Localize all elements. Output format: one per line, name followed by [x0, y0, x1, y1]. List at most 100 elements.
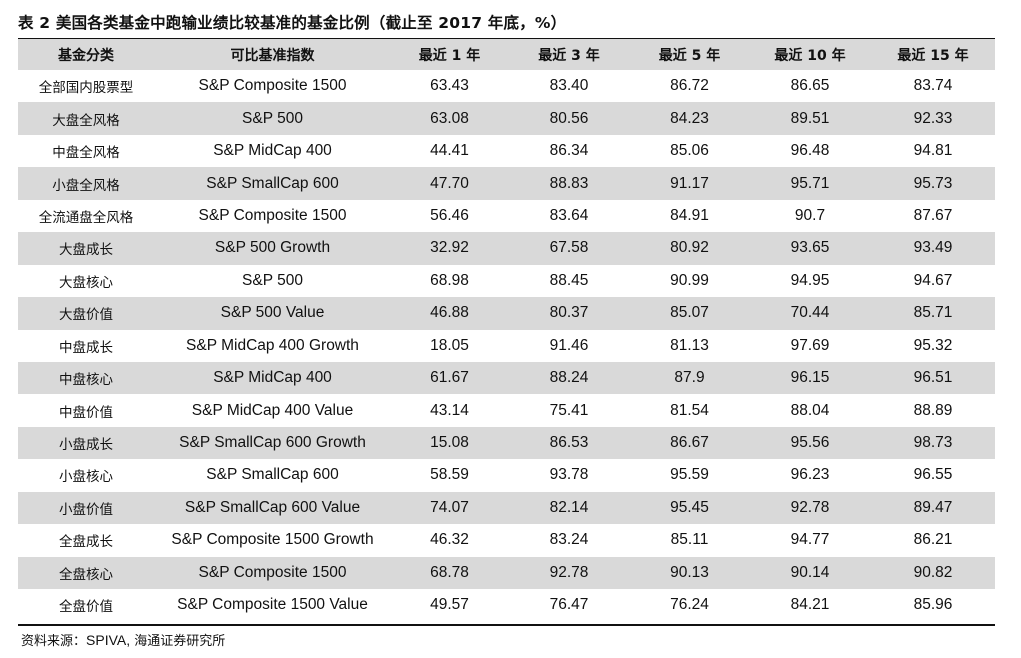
cell-value-15-year: 98.73 — [913, 434, 953, 452]
cell-value-1-year: 49.57 — [430, 596, 469, 614]
cell-value-3-year: 80.37 — [549, 304, 589, 322]
cell-benchmark-index: S&P 500 Growth — [214, 239, 331, 257]
cell-fund-category: 中盘成长 — [59, 339, 113, 356]
cell-fund-category: 全盘核心 — [59, 566, 113, 583]
header-benchmark-index: 可比基准指数 — [230, 47, 315, 64]
cell-value-3-year: 75.41 — [549, 401, 589, 419]
table-row: 中盘价值 S&P MidCap 400 Value 43.14 75.41 81.54 8… — [18, 394, 995, 427]
table-row: 全盘核心 S&P Composite 1500 68.78 92.78 90.13 90.… — [18, 556, 995, 589]
cell-benchmark-index: S&P Composite 1500 — [198, 563, 347, 581]
table-row: 大盘核心 S&P 500 68.98 88.45 90.99 94.95 94.67 — [18, 264, 995, 298]
cell-value-10-year: 70.44 — [790, 304, 830, 322]
cell-value-3-year: 83.64 — [549, 206, 589, 224]
header-3-year: 最近 3 年 — [538, 47, 600, 64]
cell-value-15-year: 90.82 — [913, 563, 953, 581]
cell-fund-category: 中盘价值 — [59, 404, 113, 421]
header-1-year: 最近 1 年 — [418, 47, 481, 64]
table-row: 小盘核心 S&P SmallCap 600 58.59 93.78 95.59 96.23… — [18, 459, 995, 492]
source-text-cn: 海通证券研究所 — [130, 634, 226, 649]
cell-value-3-year: 88.24 — [549, 369, 589, 387]
cell-value-3-year: 83.24 — [549, 531, 589, 549]
cell-value-3-year: 91.46 — [549, 336, 589, 354]
cell-value-15-year: 95.32 — [913, 336, 953, 354]
cell-value-3-year: 80.56 — [549, 109, 589, 127]
cell-value-10-year: 90.7 — [794, 206, 826, 224]
cell-value-1-year: 58.59 — [430, 466, 469, 484]
table-row: 全盘成长 S&P Composite 1500 Growth 46.32 83.24 8… — [18, 524, 995, 557]
cell-value-1-year: 61.67 — [430, 369, 469, 387]
cell-benchmark-index: S&P 500 — [242, 109, 303, 127]
table-row: 小盘成长 S&P SmallCap 600 Growth 15.08 86.53 86.… — [18, 426, 995, 460]
cell-value-5-year: 81.54 — [670, 401, 709, 419]
cell-benchmark-index: S&P MidCap 400 — [213, 369, 332, 387]
cell-value-10-year: 97.69 — [790, 336, 830, 354]
source-note: 资料来源：SPIVA, 海通证券研究所 — [21, 630, 225, 650]
table-row: 大盘成长 S&P 500 Growth 32.92 67.58 80.92 93.65 93… — [18, 232, 995, 265]
cell-benchmark-index: S&P SmallCap 600 — [206, 174, 339, 192]
cell-value-5-year: 86.67 — [670, 434, 709, 452]
table-row: 全盘价值 S&P Composite 1500 Value 49.57 76.47 76… — [18, 589, 995, 622]
cell-value-10-year: 96.15 — [790, 369, 830, 387]
cell-value-10-year: 95.71 — [790, 174, 830, 192]
cell-value-1-year: 74.07 — [430, 498, 469, 516]
cell-value-1-year: 46.32 — [430, 531, 469, 549]
cell-value-1-year: 32.92 — [430, 239, 469, 257]
cell-value-15-year: 85.71 — [913, 304, 953, 322]
cell-value-15-year: 89.47 — [913, 498, 953, 516]
cell-value-15-year: 86.21 — [913, 531, 953, 549]
cell-fund-category: 全流通盘全风格 — [38, 209, 134, 226]
table-row: 大盘价值 S&P 500 Value 46.88 80.37 85.07 70.44 85.… — [18, 297, 995, 330]
cell-value-1-year: 44.41 — [430, 142, 469, 160]
cell-value-3-year: 88.83 — [549, 174, 589, 192]
cell-value-10-year: 95.56 — [790, 434, 830, 452]
cell-value-15-year: 87.67 — [913, 206, 953, 224]
cell-benchmark-index: S&P SmallCap 600 Value — [184, 498, 361, 516]
cell-value-3-year: 76.47 — [549, 596, 589, 614]
cell-fund-category: 全盘价值 — [59, 599, 113, 616]
cell-benchmark-index: S&P 500 Value — [220, 304, 325, 322]
table-bottom-rule — [18, 624, 995, 626]
header-5-year: 最近 5 年 — [658, 47, 721, 64]
cell-value-15-year: 96.51 — [913, 369, 953, 387]
cell-value-10-year: 90.14 — [790, 563, 830, 581]
cell-value-15-year: 83.74 — [913, 77, 953, 95]
table-row: 中盘核心 S&P MidCap 400 61.67 88.24 87.9 96.15 96.… — [18, 361, 995, 395]
cell-value-3-year: 82.14 — [549, 498, 589, 516]
cell-value-5-year: 95.59 — [670, 466, 709, 484]
cell-value-1-year: 68.98 — [430, 271, 469, 289]
cell-value-10-year: 88.04 — [790, 401, 830, 419]
table-header-row: 基金分类 可比基准指数 最近 1 年 最近 3 年 最近 5 年 最近 10 年… — [18, 39, 995, 70]
cell-value-10-year: 96.23 — [790, 466, 830, 484]
cell-value-15-year: 93.49 — [913, 239, 953, 257]
cell-value-3-year: 93.78 — [549, 466, 589, 484]
cell-value-5-year: 90.13 — [670, 563, 709, 581]
table-row: 全部国内股票型 S&P Composite 1500 63.43 83.40 86.72… — [18, 70, 995, 103]
cell-value-1-year: 63.08 — [430, 109, 469, 127]
cell-benchmark-index: S&P 500 — [242, 271, 303, 289]
cell-value-3-year: 88.45 — [549, 271, 589, 289]
cell-benchmark-index: S&P MidCap 400 — [213, 142, 332, 160]
cell-value-5-year: 91.17 — [670, 174, 709, 192]
cell-benchmark-index: S&P Composite 1500 — [198, 77, 347, 95]
cell-fund-category: 大盘核心 — [59, 274, 113, 291]
cell-value-15-year: 92.33 — [913, 109, 953, 127]
cell-value-10-year: 93.65 — [790, 239, 830, 257]
cell-value-10-year: 86.65 — [790, 77, 830, 95]
header-15-year: 最近 15 年 — [897, 47, 969, 64]
cell-value-5-year: 87.9 — [674, 369, 705, 387]
table-row: 中盘全风格 S&P MidCap 400 44.41 86.34 85.06 96.48 9… — [18, 134, 995, 168]
cell-value-1-year: 43.14 — [430, 401, 469, 419]
cell-benchmark-index: S&P SmallCap 600 — [206, 466, 339, 484]
cell-value-1-year: 63.43 — [430, 77, 469, 95]
cell-value-5-year: 90.99 — [670, 271, 709, 289]
cell-benchmark-index: S&P Composite 1500 — [198, 206, 347, 224]
cell-value-15-year: 85.96 — [913, 596, 953, 614]
cell-value-3-year: 83.40 — [549, 77, 589, 95]
cell-benchmark-index: S&P MidCap 400 Value — [191, 401, 354, 419]
cell-value-10-year: 94.95 — [790, 271, 830, 289]
cell-benchmark-index: S&P Composite 1500 Growth — [171, 531, 374, 549]
cell-value-1-year: 68.78 — [430, 563, 469, 581]
cell-benchmark-index: S&P Composite 1500 Value — [177, 596, 368, 614]
cell-value-10-year: 94.77 — [790, 531, 830, 549]
cell-fund-category: 中盘全风格 — [52, 145, 120, 162]
